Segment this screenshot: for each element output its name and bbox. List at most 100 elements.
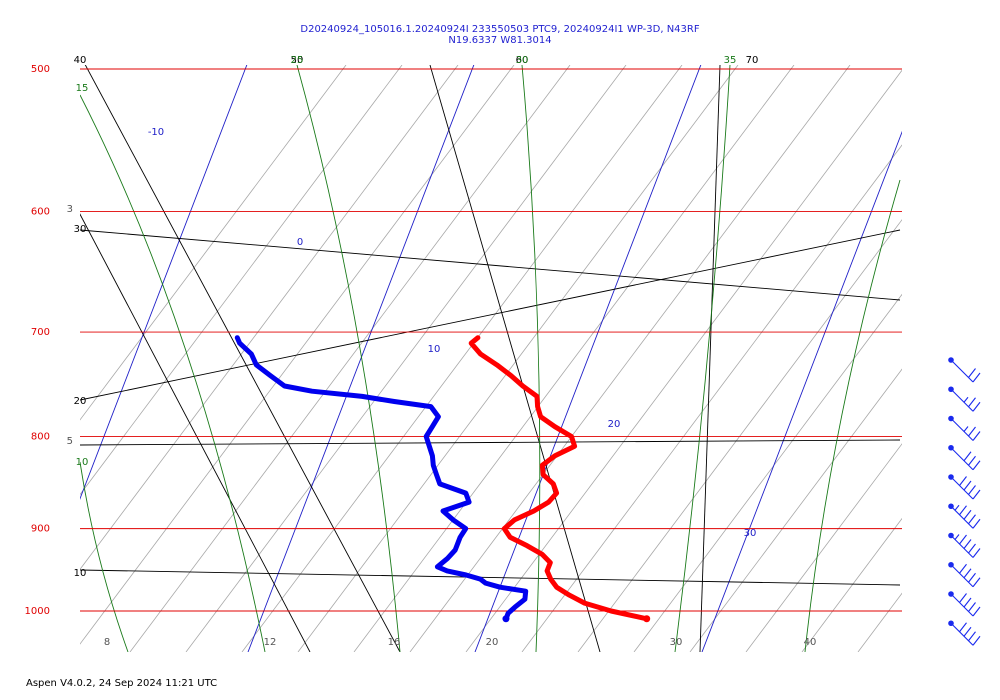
mixing-ratio-line (857, 592, 902, 652)
wind-barb-flag (968, 514, 976, 525)
wind-barb-shaft (950, 359, 974, 383)
mixing-ratio-line (577, 219, 902, 652)
wind-barb-flag (968, 572, 976, 583)
mixing-ratio-label: 5 (67, 436, 73, 447)
wind-barb-flag (963, 451, 972, 462)
wind-barb (948, 444, 981, 471)
mixing-ratio-line (801, 517, 902, 652)
dry-adiabat-line (80, 439, 901, 446)
wind-barb (948, 503, 981, 529)
temperature-tick-label: 12 (264, 637, 277, 648)
wind-barb (948, 415, 981, 441)
wind-barb-flag (963, 509, 972, 520)
wind-barb-flag (968, 397, 976, 408)
chart-title: D20240924_105016.1.20240924I 233550503 P… (200, 24, 800, 46)
dry-adiabat-line (80, 569, 901, 586)
dry-adiabat-label: 70 (746, 55, 759, 66)
moist-adiabat-line (521, 65, 541, 652)
dry-adiabat-line (80, 213, 311, 652)
wind-barb-flag (968, 426, 976, 437)
moist-adiabat-label: 25 (291, 55, 304, 66)
dry-adiabat-line (429, 65, 601, 652)
wind-barb-half-flag (954, 504, 960, 511)
isotherm-line (247, 65, 475, 652)
wind-barb-flag (972, 372, 981, 383)
mixing-ratio-line (185, 65, 627, 652)
dry-adiabat-label: 10 (74, 568, 87, 579)
wind-barb-half-flag (963, 426, 969, 432)
mixing-ratio-line (129, 65, 571, 652)
wind-barb-flag (963, 539, 972, 549)
isotherm-line (0, 37, 31, 685)
temperature-tick-label: 30 (670, 637, 683, 648)
wind-barb-shaft (950, 593, 974, 617)
wind-barb (948, 532, 981, 558)
dry-adiabat-label: 50 (291, 55, 304, 66)
wind-barb-shaft (950, 388, 974, 412)
wind-barb-flag (968, 368, 976, 378)
dry-adiabat-line (699, 65, 721, 652)
dewpoint-profile-line (234, 335, 529, 622)
wind-barb-flag (963, 480, 972, 491)
wind-barb-flag (963, 568, 972, 579)
isotherm-line (80, 65, 248, 500)
pressure-tick-label: 700 (31, 327, 50, 338)
wind-barb-flag (972, 460, 981, 471)
mixing-ratio-line (633, 293, 902, 652)
pressure-tick-label: 900 (31, 524, 50, 535)
wind-barb (948, 474, 981, 500)
dry-adiabat-line (80, 229, 901, 301)
chart-title-line1: D20240924_105016.1.20240924I 233550503 P… (300, 24, 700, 35)
moist-adiabat-line (80, 461, 129, 652)
temperature-tick-label: 20 (486, 637, 499, 648)
temperature-surface-marker (643, 615, 651, 623)
wind-barb-flag (959, 563, 967, 574)
wind-barb (948, 620, 981, 646)
chart-title-line2: N19.6337 W81.3014 (448, 35, 552, 46)
isotherm-label: 30 (744, 528, 757, 539)
isotherm-line (916, 37, 1000, 685)
moist-adiabat-label: 15 (76, 83, 89, 94)
wind-barb-half-flag (963, 396, 969, 403)
wind-barb-flag (972, 635, 981, 646)
pressure-tick-label: 1000 (25, 606, 50, 617)
isotherm-label: 0 (297, 237, 303, 248)
wind-barb-shaft (950, 476, 974, 500)
temperature-tick-label: 40 (804, 637, 817, 648)
wind-barb-flag (968, 455, 976, 466)
wind-barb-flag (959, 534, 967, 545)
wind-barb-shaft (950, 535, 974, 558)
wind-barb-flag (963, 626, 972, 637)
moist-adiabat-label: 30 (516, 55, 529, 66)
wind-barb-flag (972, 489, 981, 500)
wind-barb-shaft (950, 505, 974, 529)
dewpoint-surface-marker (502, 615, 510, 623)
dry-adiabat-label: 60 (516, 55, 529, 66)
wind-barb-shaft (950, 622, 974, 646)
moist-adiabat-line (80, 94, 266, 652)
wind-barb-flag (963, 597, 972, 608)
wind-barb-flag (968, 543, 976, 554)
wind-barb-flag (968, 631, 976, 642)
wind-barb-flag (972, 431, 981, 441)
mixing-ratio-line (409, 65, 851, 652)
moist-adiabat-label: 35 (724, 55, 737, 66)
mixing-ratio-line (297, 65, 739, 652)
mixing-ratio-line (80, 65, 403, 496)
wind-barb-flag (972, 548, 981, 558)
mixing-ratio-line (80, 65, 515, 645)
wind-barb-flag (959, 505, 967, 516)
dry-adiabat-label: 40 (74, 55, 87, 66)
wind-barb-flag (972, 518, 981, 529)
wind-barb-half-flag (954, 534, 960, 540)
mixing-ratio-line (353, 65, 795, 652)
mixing-ratio-line (689, 368, 902, 652)
wind-barb-flag (968, 602, 976, 612)
isotherm-label: 10 (428, 344, 441, 355)
wind-barb-flag (972, 401, 981, 412)
wind-barb (948, 386, 981, 412)
mixing-ratio-line (80, 65, 459, 570)
app-footer: Aspen V4.0.2, 24 Sep 2024 11:21 UTC (26, 678, 218, 689)
